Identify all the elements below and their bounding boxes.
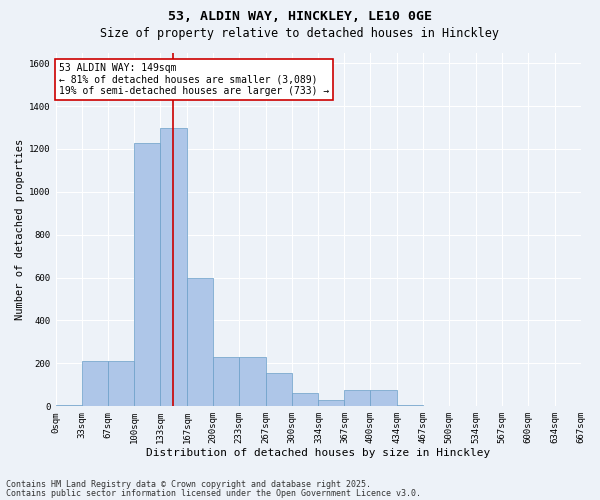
Text: 53 ALDIN WAY: 149sqm
← 81% of detached houses are smaller (3,089)
19% of semi-de: 53 ALDIN WAY: 149sqm ← 81% of detached h… (59, 63, 329, 96)
Bar (108, 361, 134, 406)
Y-axis label: Number of detached properties: Number of detached properties (15, 138, 25, 320)
Text: Contains public sector information licensed under the Open Government Licence v3: Contains public sector information licen… (6, 490, 421, 498)
Bar (213, 357, 239, 406)
Text: Size of property relative to detached houses in Hinckley: Size of property relative to detached ho… (101, 28, 499, 40)
Bar (397, 405, 423, 406)
Bar (344, 390, 370, 406)
Bar (239, 357, 266, 406)
Bar (370, 390, 397, 406)
Bar (319, 400, 344, 406)
Text: Contains HM Land Registry data © Crown copyright and database right 2025.: Contains HM Land Registry data © Crown c… (6, 480, 371, 489)
X-axis label: Distribution of detached houses by size in Hinckley: Distribution of detached houses by size … (146, 448, 490, 458)
Bar (82, 361, 108, 406)
Bar (134, 142, 160, 406)
Bar (266, 373, 292, 406)
Text: 53, ALDIN WAY, HINCKLEY, LE10 0GE: 53, ALDIN WAY, HINCKLEY, LE10 0GE (168, 10, 432, 23)
Bar (292, 394, 319, 406)
Bar (187, 278, 213, 406)
Bar (160, 128, 187, 406)
Bar (56, 405, 82, 406)
